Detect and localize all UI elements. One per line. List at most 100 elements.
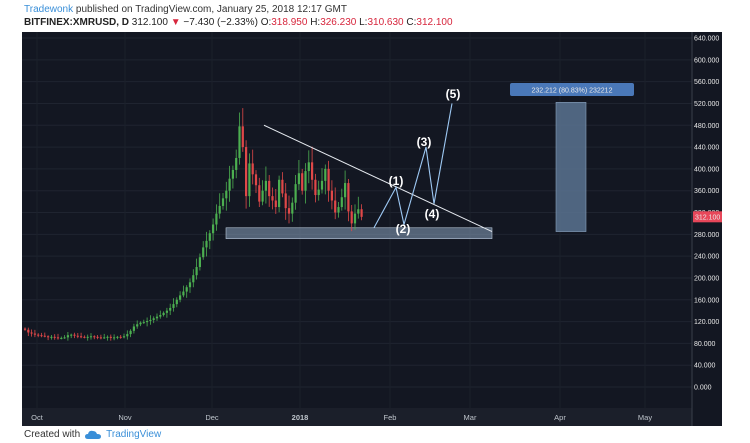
y-tick-label: 280.000	[694, 232, 719, 239]
candle-body	[162, 312, 165, 316]
y-tick-label: 40.000	[694, 363, 716, 370]
candles	[23, 108, 363, 341]
measure-label: 232.212 (80.83%) 232212	[532, 88, 613, 95]
candle-body	[192, 275, 195, 283]
candle-body	[182, 291, 185, 296]
y-tick-label: 480.000	[694, 123, 719, 130]
price-tag-text: 312.100	[695, 214, 720, 221]
candle-body	[188, 282, 192, 288]
author-link[interactable]: Tradewonk	[24, 4, 74, 15]
candle-body	[245, 147, 248, 197]
candle-body	[221, 198, 225, 206]
wave-label: (2)	[396, 222, 411, 236]
footer: Created with TradingView	[24, 429, 161, 440]
candle-body	[228, 178, 231, 191]
candle-body	[353, 213, 357, 224]
candle-body	[155, 316, 159, 319]
candle-body	[37, 334, 40, 336]
wave-label: (1)	[389, 174, 404, 188]
candle-body	[212, 224, 215, 234]
candle-body	[172, 304, 175, 308]
x-tick-label: 2018	[292, 413, 309, 422]
wave-projection	[373, 103, 453, 229]
candle-body	[76, 335, 79, 337]
y-tick-label: 0.000	[694, 385, 712, 392]
y-tick-label: 400.000	[694, 166, 719, 173]
candle-body	[297, 173, 300, 185]
candle-body	[106, 336, 109, 338]
change-arrow: ▼	[170, 17, 181, 28]
low-value: 310.630	[367, 17, 404, 28]
candle-body	[215, 213, 218, 225]
candle-body	[350, 211, 353, 224]
candle-body	[146, 321, 149, 323]
candle-body	[274, 200, 277, 208]
candle-body	[23, 328, 27, 330]
candle-body	[238, 126, 241, 158]
high-value: 326.230	[320, 17, 357, 28]
candle-body	[185, 287, 188, 292]
candle-body	[113, 337, 116, 339]
y-tick-label: 520.000	[694, 101, 719, 108]
candle-body	[304, 171, 307, 191]
y-tick-label: 640.000	[694, 36, 719, 43]
candle-body	[129, 330, 132, 335]
wave-labels: (1) (2) (3) (4) (5)	[389, 87, 461, 236]
y-tick-label: 240.000	[694, 254, 719, 261]
candle-body	[337, 207, 340, 213]
candle-body	[149, 319, 152, 322]
candle-body	[27, 329, 30, 333]
candle-body	[43, 335, 46, 337]
symbol-name: BITFINEX:XMRUSD, D	[24, 17, 129, 28]
candle-body	[66, 335, 69, 338]
x-axis-strip	[22, 408, 692, 426]
candle-body	[334, 200, 337, 213]
candle-body	[225, 190, 228, 199]
candle-body	[202, 247, 205, 258]
candle-body	[344, 183, 347, 198]
candle-body	[179, 295, 182, 300]
candle-body	[103, 337, 106, 339]
candle-body	[33, 333, 36, 335]
y-tick-label: 120.000	[694, 319, 719, 326]
x-tick-label: Nov	[118, 413, 132, 422]
wave-label: (4)	[425, 207, 440, 221]
candle-body	[347, 183, 350, 212]
candle-body	[278, 179, 281, 208]
candle-body	[142, 322, 145, 324]
wave-label: (3)	[417, 135, 432, 149]
candle-body	[311, 162, 314, 180]
x-tick-label: Dec	[205, 413, 219, 422]
measure-label-bg	[510, 83, 634, 96]
last-price-tag: 312.100	[693, 211, 722, 223]
price-change: −7.430 (−2.33%)	[183, 17, 258, 28]
candle-body	[268, 180, 271, 197]
candle-body	[30, 332, 33, 334]
x-tick-label: Oct	[31, 413, 44, 422]
candle-body	[258, 185, 261, 202]
candle-body	[132, 326, 135, 331]
y-tick-label: 440.000	[694, 145, 719, 152]
candle-body	[89, 336, 93, 338]
low-label: L:	[359, 17, 368, 28]
symbol-line: BITFINEX:XMRUSD, D 312.100 ▼ −7.430 (−2.…	[24, 17, 453, 28]
y-tick-label: 560.000	[694, 79, 719, 86]
created-with: Created with	[24, 429, 81, 440]
candle-body	[330, 190, 333, 201]
x-tick-label: Mar	[464, 413, 477, 422]
candle-body	[284, 193, 287, 209]
open-label: O:	[260, 17, 272, 28]
candle-body	[116, 336, 119, 338]
candle-body	[165, 310, 168, 313]
last-price: 312.100	[131, 17, 168, 28]
close-label: C:	[406, 17, 417, 28]
y-tick-label: 80.000	[694, 341, 716, 348]
close-value: 312.100	[416, 17, 453, 28]
publish-line: Tradewonk published on TradingView.com, …	[24, 4, 347, 15]
candle-body	[122, 336, 126, 338]
candle-body	[254, 174, 258, 186]
candle-body	[248, 163, 251, 197]
candle-body	[175, 299, 178, 305]
tradingview-link[interactable]: TradingView	[106, 429, 162, 440]
